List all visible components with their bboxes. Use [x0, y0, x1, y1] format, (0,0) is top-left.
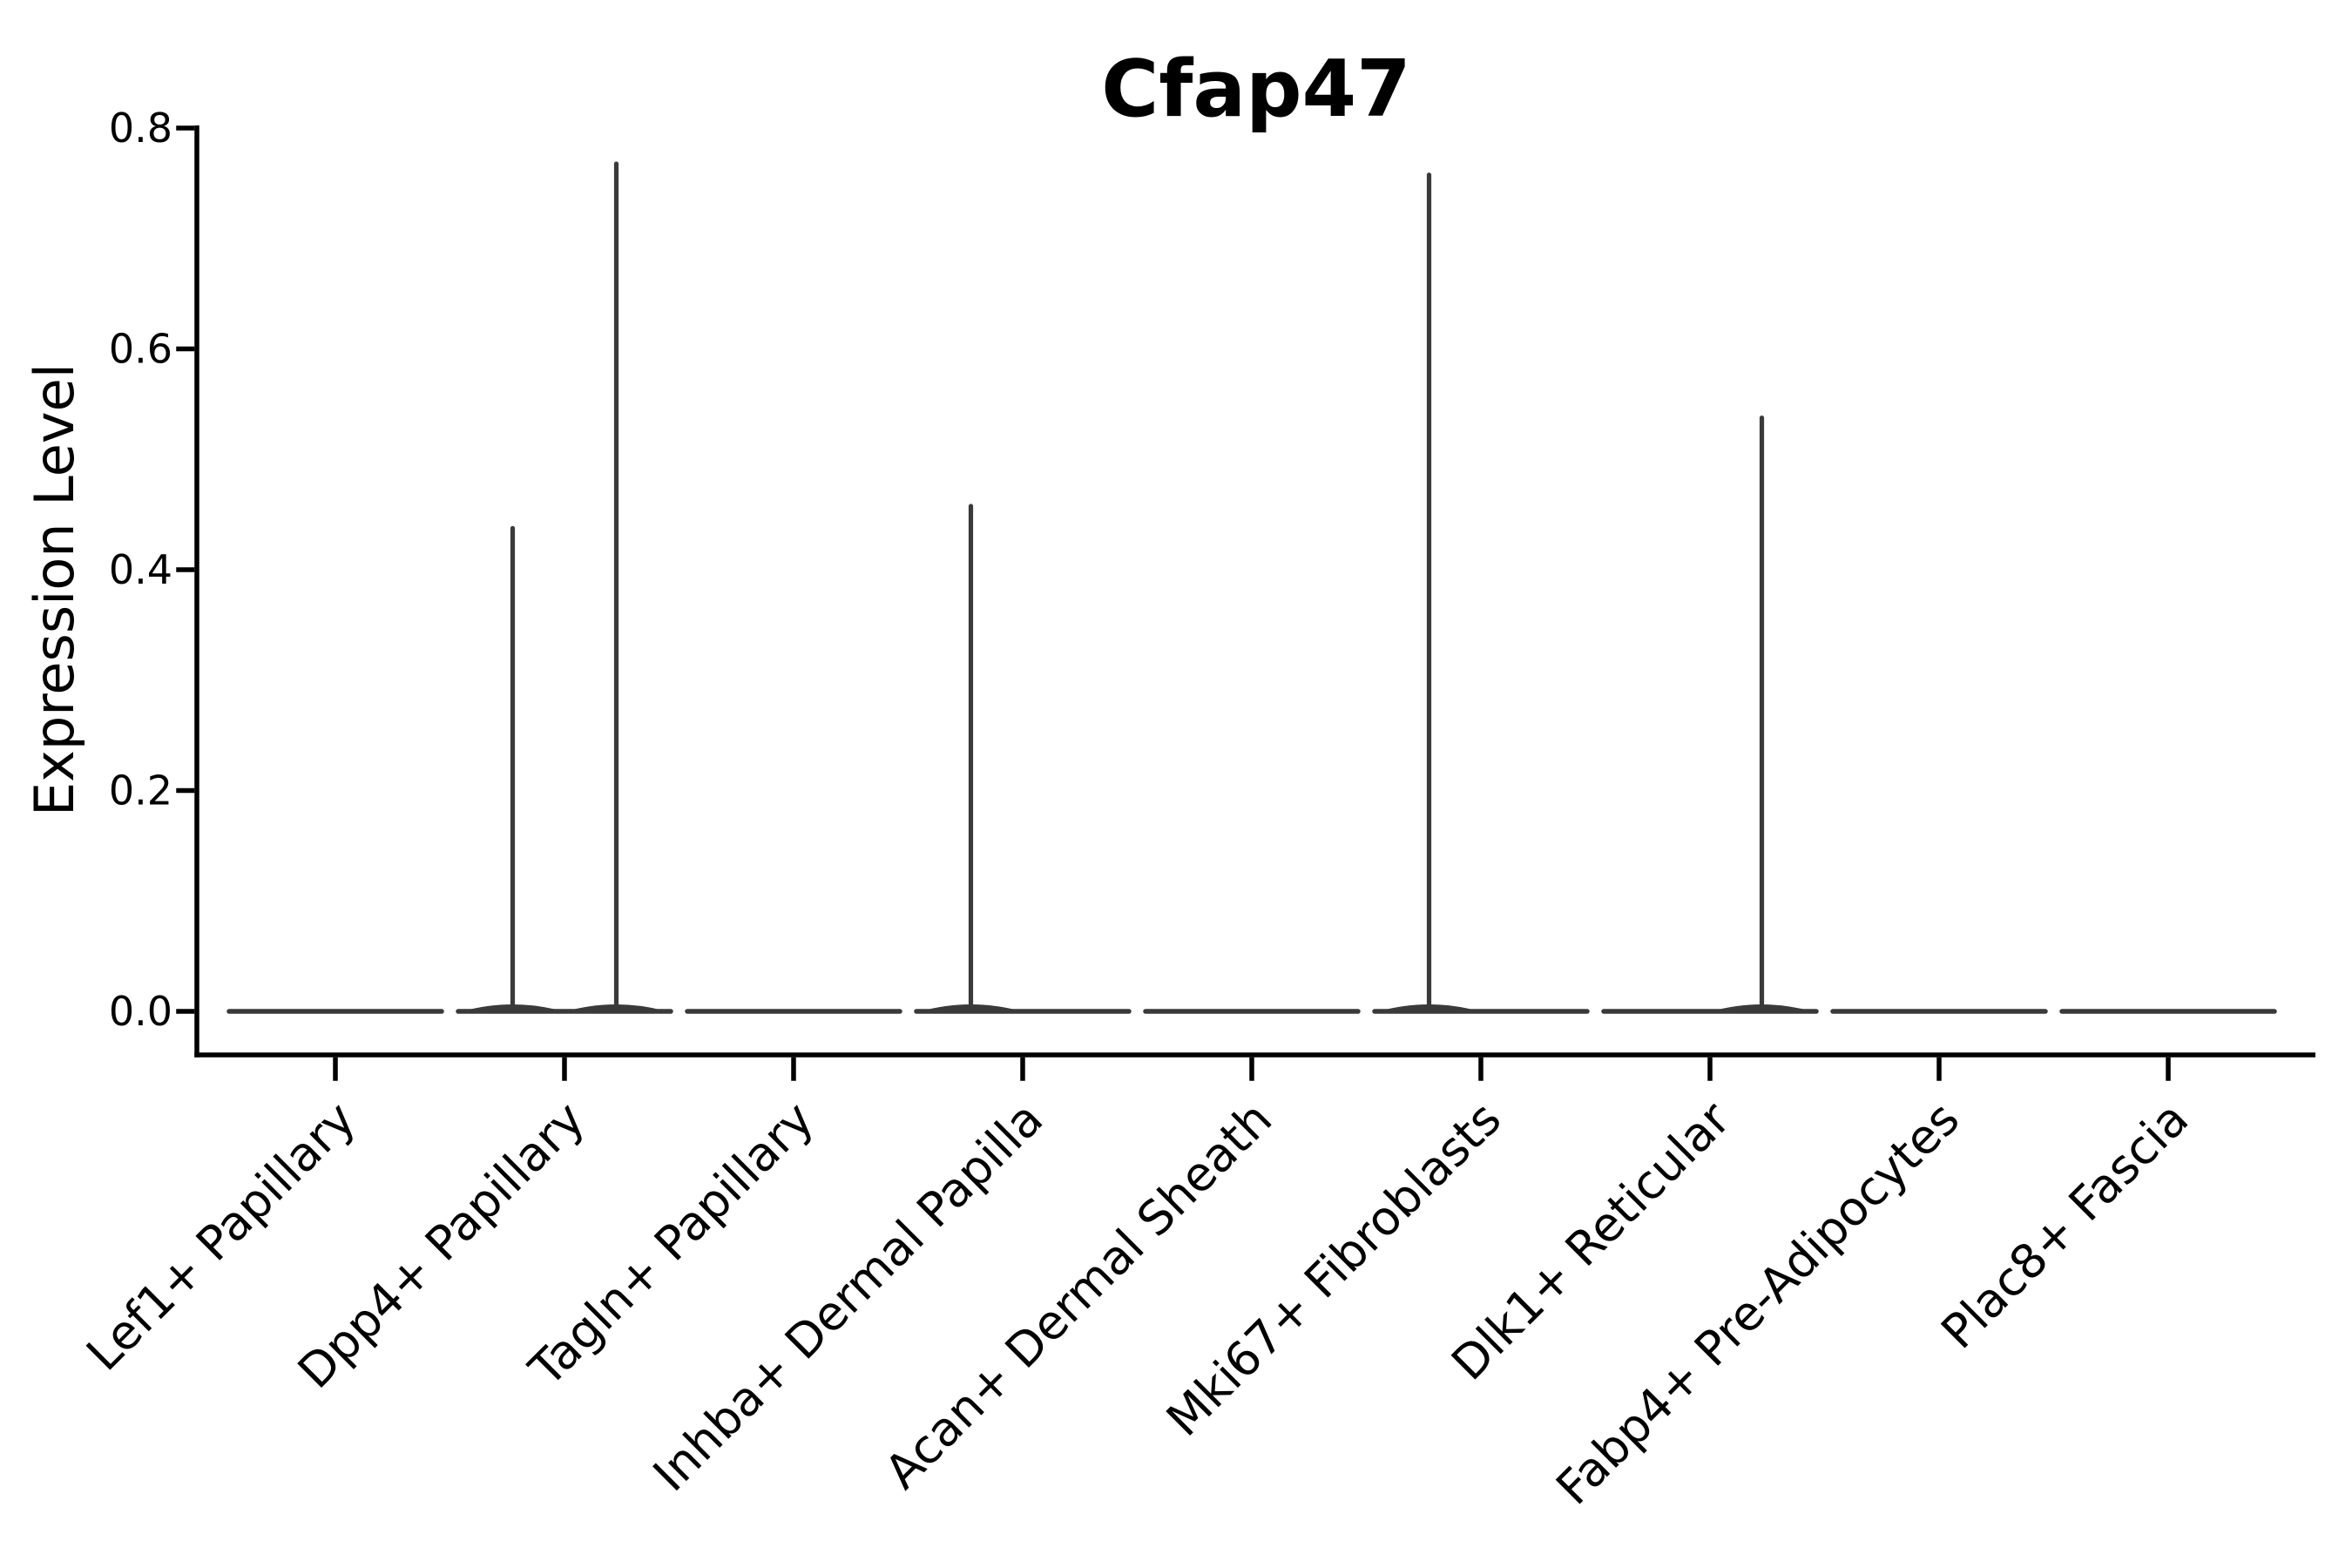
y-tick-label: 0.8 [109, 105, 172, 152]
violins-layer [226, 161, 2277, 1014]
y-tick-label: 0.4 [109, 546, 172, 593]
y-tick-label: 0.2 [109, 767, 172, 814]
x-tick-label: Acan+ Dermal Sheath [875, 1092, 1282, 1499]
x-tick-label: Fabp4+ Pre-Adipocytes [1545, 1092, 1970, 1516]
y-tick-label: 0.0 [109, 988, 172, 1035]
y-tick-labels: 0.0 0.2 0.4 0.6 0.8 [109, 105, 172, 1035]
x-tick-label: Plac8+ Fascia [1930, 1092, 2199, 1360]
y-tick-label: 0.6 [109, 326, 172, 373]
plot-title: Cfap47 [1101, 44, 1411, 135]
x-tick-label: Inhba+ Dermal Papilla [643, 1092, 1053, 1502]
y-axis-label: Expression Level [23, 363, 86, 816]
axes-layer [176, 125, 2315, 1081]
